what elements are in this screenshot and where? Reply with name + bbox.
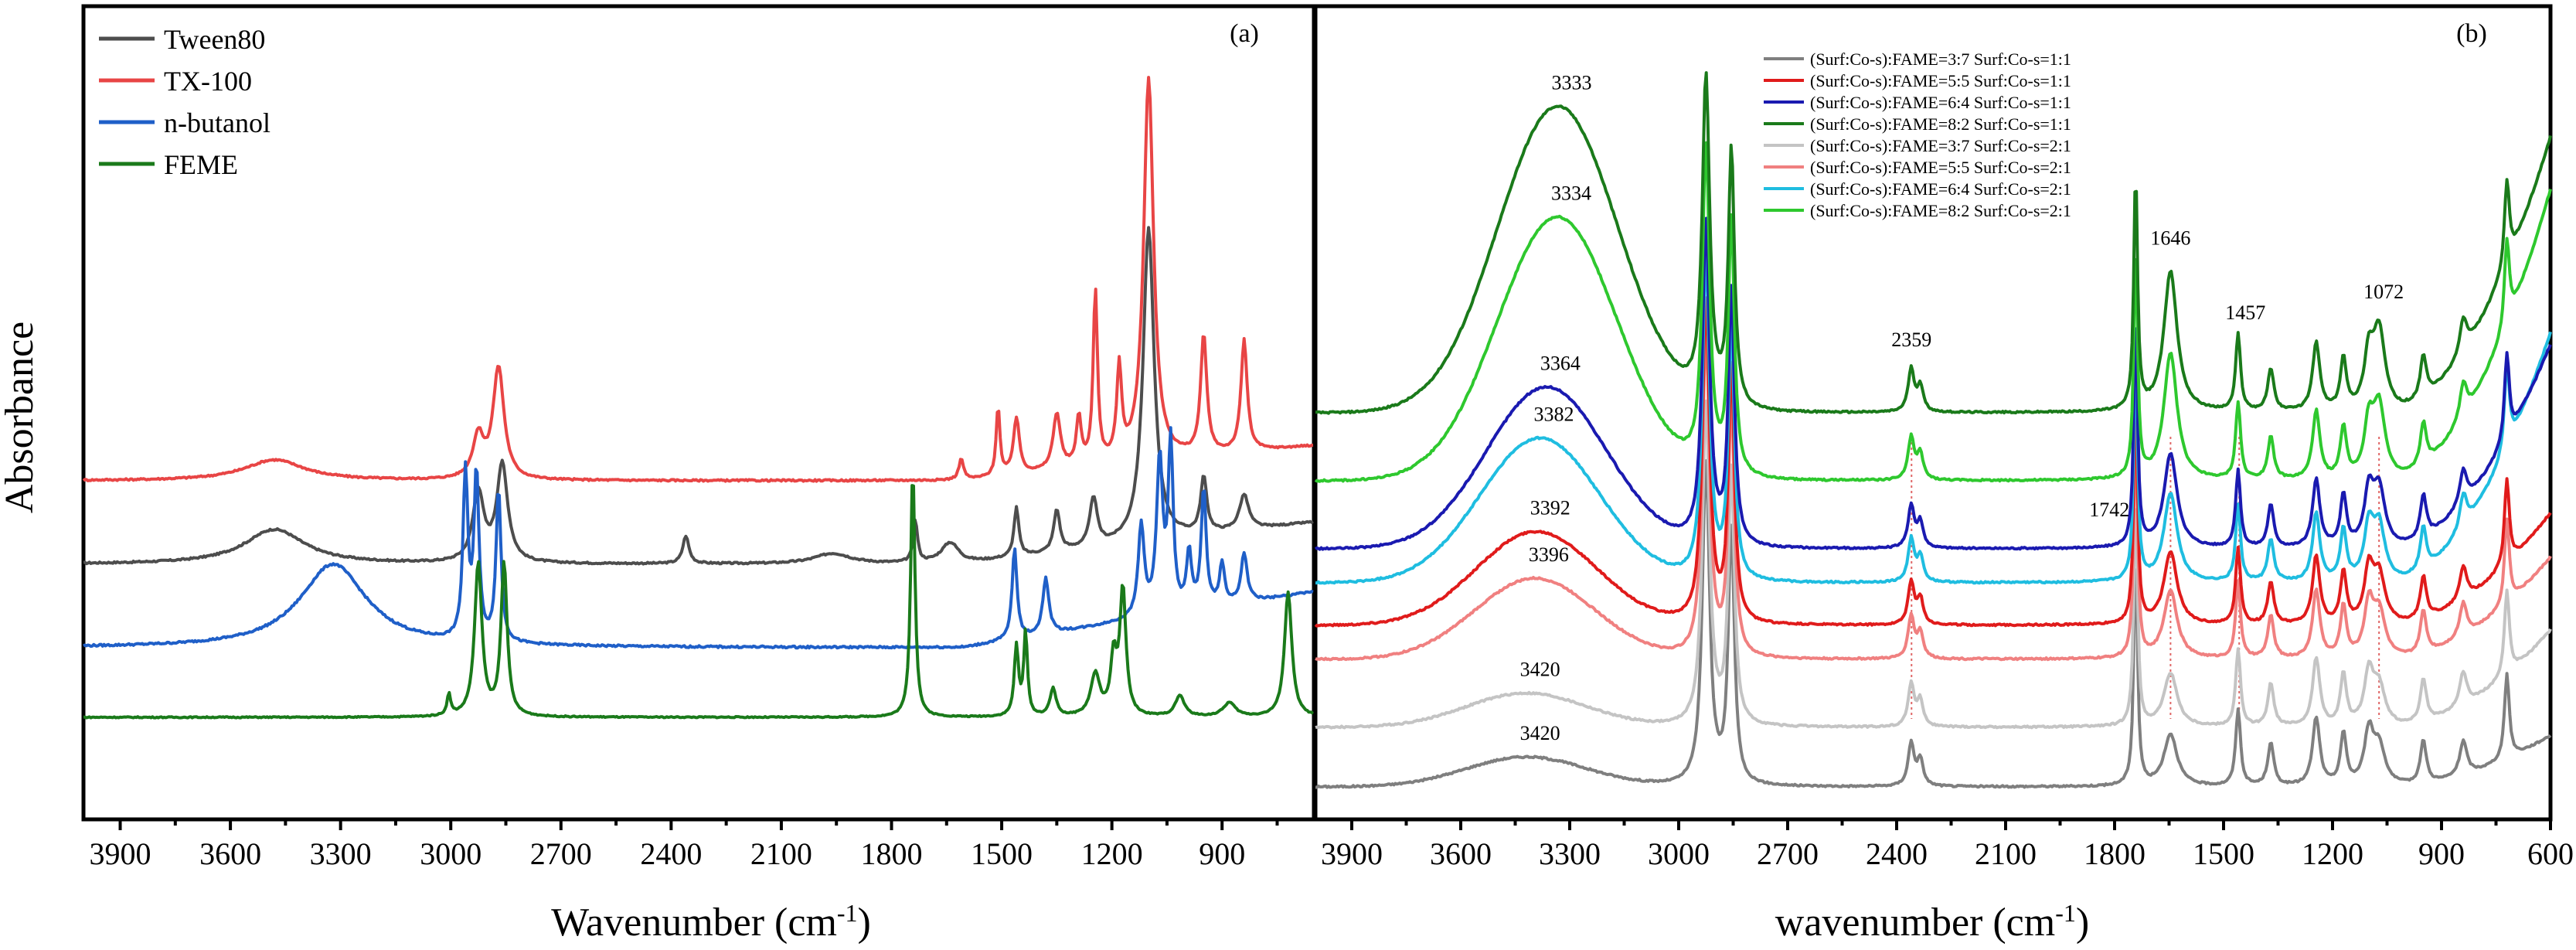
panel-a-series-feme: [83, 484, 1315, 720]
panel-b-x-tick-label: 2100: [1975, 836, 2037, 871]
panel-a-chart: 3900 3600 3300 3000 2700 2400 2100 1800 1500 1200…: [81, 4, 1316, 945]
panel-a-x-axis-label: Wavenumber (cm-1): [551, 899, 871, 945]
panel-b-x-tick-label: 2400: [1866, 836, 1928, 871]
panel-b-x-tick-label: 900: [2418, 836, 2465, 871]
panel-b-peak-label: 3334: [1551, 182, 1591, 204]
panel-b-legend-label: (Surf:Co-s):FAME=3:7 Surf:Co-s=2:1: [1810, 136, 2071, 155]
panel-b-peak-label: 3382: [1533, 403, 1574, 426]
panel-a-x-tick-label: 2700: [530, 836, 592, 871]
panel-b-legend-label: (Surf:Co-s):FAME=5:5 Surf:Co-s=1:1: [1810, 71, 2071, 90]
panel-a-label: (a): [1230, 19, 1259, 48]
panel-a-legend-label: FEME: [164, 149, 238, 180]
panel-b-series-6: [1315, 330, 2552, 662]
panel-b-chart: 3900 3600 3300 3000 2700 2400 2100 1800 1500 1200…: [1313, 4, 2574, 945]
panel-b-series-8: [1314, 141, 2552, 483]
panel-b-peak-label: 1646: [2150, 226, 2190, 249]
panel-a-x-tick-label: 2100: [750, 836, 812, 871]
panel-a-x-tick-label: 3000: [420, 836, 482, 871]
panel-a-legend-label: n-butanol: [164, 107, 271, 138]
panel-b-legend: (Surf:Co-s):FAME=3:7 Surf:Co-s=1:1 (Surf:…: [1764, 49, 2071, 220]
panel-a-x-tick-label: 1200: [1081, 836, 1143, 871]
panel-a-x-tick-label: 3300: [310, 836, 372, 871]
panel-a-curves: [82, 76, 1315, 720]
panel-a-series-n-butanol: [82, 426, 1314, 650]
panel-a-x-tick-label: 3600: [199, 836, 261, 871]
panel-b-legend-label: (Surf:Co-s):FAME=3:7 Surf:Co-s=1:1: [1810, 49, 2071, 69]
panel-b-x-tick-label: 3000: [1648, 836, 1710, 871]
panel-b-peak-label: 3396: [1529, 543, 1569, 566]
panel-a-legend-label: TX-100: [164, 66, 252, 97]
panel-a-x-tick-label: 1800: [860, 836, 922, 871]
panel-a-legend-label: Tween80: [164, 24, 265, 55]
panel-b-series-7: [1315, 252, 2552, 585]
panel-b-curves: [1314, 71, 2552, 789]
panel-b-peak-labels: 3333 3334 3364 3382 3392 3396 3420 3420 2359 1742…: [1520, 71, 2404, 744]
panel-b-peak-label: 1072: [2363, 281, 2404, 303]
panel-b-x-ticks: 3900 3600 3300 3000 2700 2400 2100 1800 1500 1200…: [1321, 819, 2574, 871]
panel-b-legend-label: (Surf:Co-s):FAME=6:4 Surf:Co-s=2:1: [1810, 179, 2071, 199]
panel-b-legend-label: (Surf:Co-s):FAME=8:2 Surf:Co-s=2:1: [1810, 201, 2071, 220]
panel-a-series-tween80: [83, 226, 1314, 566]
panel-b-peak-label: 3420: [1520, 722, 1560, 744]
panel-b-x-tick-label: 3600: [1430, 836, 1492, 871]
panel-b-peak-label: 1457: [2225, 301, 2265, 324]
panel-a-x-ticks: 3900 3600 3300 3000 2700 2400 2100 1800 1500 1200…: [90, 819, 1279, 871]
panel-b-series-4: [1315, 71, 2552, 415]
panel-b-legend-label: (Surf:Co-s):FAME=6:4 Surf:Co-s=1:1: [1810, 93, 2071, 112]
panel-a-x-tick-label: 1500: [971, 836, 1033, 871]
panel-b-x-tick-label: 3300: [1539, 836, 1601, 871]
panel-a-x-tick-label: 900: [1199, 836, 1245, 871]
panel-b-legend-label: (Surf:Co-s):FAME=8:2 Surf:Co-s=1:1: [1810, 114, 2071, 134]
panel-b-peak-label: 3364: [1540, 352, 1581, 375]
panel-b-x-tick-label: 1800: [2084, 836, 2146, 871]
panel-b-legend-label: (Surf:Co-s):FAME=5:5 Surf:Co-s=2:1: [1810, 158, 2071, 177]
panel-b-x-tick-label: 600: [2527, 836, 2574, 871]
panel-b-peak-label: 1742: [2089, 499, 2129, 521]
panel-b-x-tick-label: 3900: [1321, 836, 1383, 871]
panel-b-series-2: [1314, 296, 2552, 628]
panel-a-legend: Tween80 TX-100 n-butanol FEME: [99, 24, 271, 180]
panel-b-series-5: [1315, 399, 2552, 730]
panel-b-x-tick-label: 1500: [2193, 836, 2254, 871]
panel-b-label: (b): [2456, 19, 2487, 48]
panel-b-series-3: [1314, 216, 2552, 551]
panel-a-series-tx-100: [82, 76, 1314, 483]
panel-a-x-tick-label: 3900: [90, 836, 151, 871]
panel-b-peak-label: 3392: [1530, 497, 1570, 519]
panel-b-series-1: [1315, 459, 2552, 789]
panel-b-peak-label: 2359: [1891, 329, 1931, 351]
panel-b-x-tick-label: 1200: [2302, 836, 2363, 871]
y-axis-label: Absorbance: [0, 322, 42, 513]
panel-b-x-tick-label: 2700: [1757, 836, 1819, 871]
panel-a-x-tick-label: 2400: [640, 836, 702, 871]
panel-b-peak-label: 3333: [1551, 71, 1591, 94]
panel-b-peak-label: 3420: [1520, 659, 1560, 681]
panel-b-x-axis-label: wavenumber (cm-1): [1775, 899, 2089, 945]
